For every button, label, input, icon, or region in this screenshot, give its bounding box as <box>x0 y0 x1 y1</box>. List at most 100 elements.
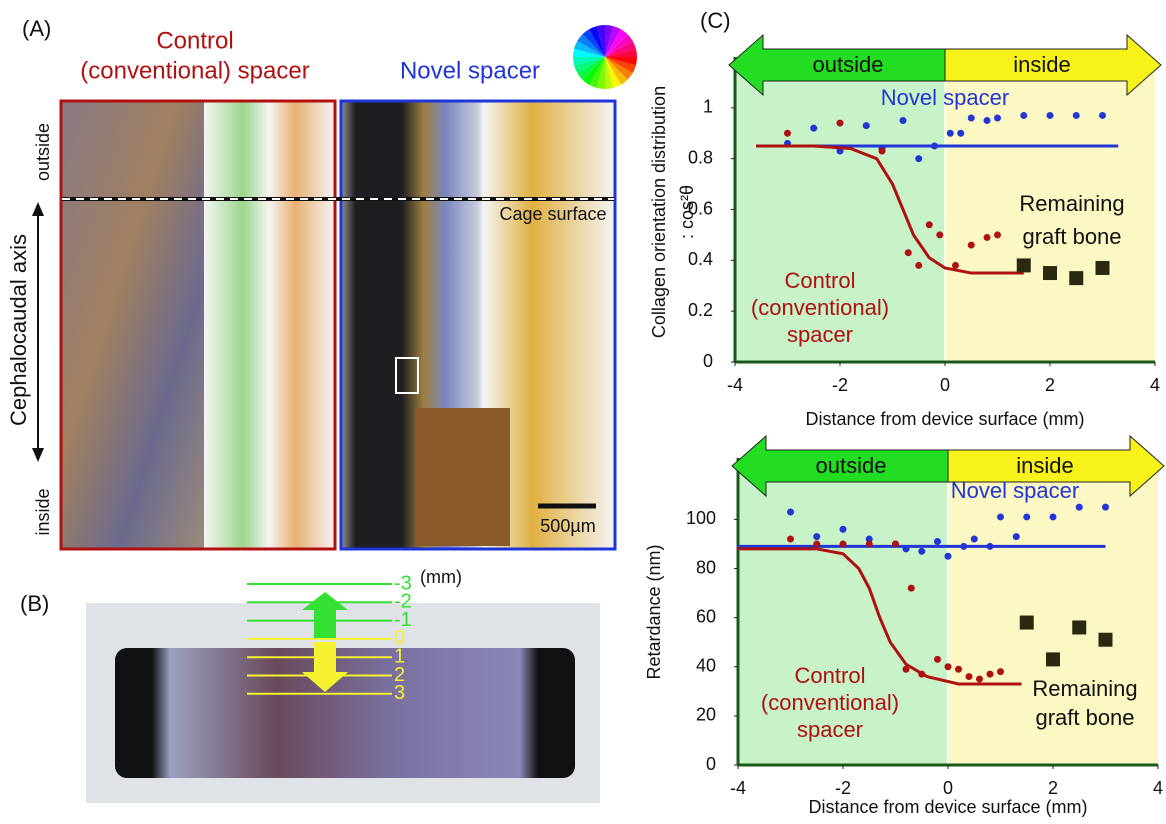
inset <box>415 408 510 546</box>
color-wheel <box>573 25 637 89</box>
point <box>810 124 818 132</box>
point <box>967 114 975 122</box>
point <box>925 221 933 229</box>
unit: (mm) <box>420 567 462 587</box>
point <box>787 535 794 543</box>
y-tick-label: 1 <box>703 97 713 117</box>
region-inside <box>948 458 1158 765</box>
x-tick-label: 0 <box>943 778 953 798</box>
point <box>813 540 821 548</box>
x-tick-label: 2 <box>1048 778 1058 798</box>
point <box>986 542 994 550</box>
point <box>1098 632 1113 647</box>
point <box>1069 271 1084 286</box>
point <box>878 147 886 155</box>
point <box>1020 111 1028 119</box>
arrow-head <box>32 448 44 462</box>
wheel-wedge <box>577 34 605 57</box>
point <box>970 535 978 543</box>
arrow <box>302 592 348 638</box>
fit-line <box>738 547 1022 686</box>
point <box>944 663 952 671</box>
point <box>983 117 991 125</box>
ruler-label: 0 <box>394 627 405 649</box>
point <box>839 525 847 533</box>
x-tick-label: 0 <box>940 375 950 395</box>
point <box>1099 111 1106 119</box>
series-label: Control <box>785 268 856 293</box>
point <box>904 249 912 257</box>
series-label: Novel spacer <box>881 85 1009 110</box>
series-label: Novel spacer <box>951 478 1079 503</box>
ruler-label: 3 <box>394 682 405 704</box>
y-tick-label: 60 <box>696 606 716 626</box>
wheel-wedge <box>574 41 605 57</box>
label: outside <box>33 123 53 181</box>
y-tick-label: 40 <box>696 656 716 676</box>
point <box>952 261 959 269</box>
y-axis-label: : cos²θ <box>677 185 697 239</box>
point <box>1019 615 1034 630</box>
panel-label: (C) <box>700 8 731 33</box>
title: Control <box>156 27 233 54</box>
point <box>997 513 1004 521</box>
wheel-wedge <box>605 57 636 73</box>
point <box>1102 503 1109 511</box>
point <box>1012 533 1020 541</box>
x-axis-label: Distance from device surface (mm) <box>805 409 1084 429</box>
point <box>960 542 968 550</box>
point <box>899 117 907 125</box>
series-label: spacer <box>787 322 853 347</box>
y-tick-label: 0.8 <box>688 147 713 167</box>
label: 500µm <box>540 516 595 536</box>
point <box>1095 260 1110 275</box>
arrow <box>302 642 348 692</box>
arrow-inside <box>947 434 1165 498</box>
x-axis-label: Distance from device surface (mm) <box>808 797 1087 817</box>
wheel-wedge <box>605 41 636 57</box>
region-label: outside <box>813 52 884 77</box>
series-label: Remaining <box>1032 676 1137 701</box>
wheel-wedge <box>582 57 605 85</box>
wheel-wedge <box>605 25 614 57</box>
point <box>936 231 944 239</box>
point <box>986 670 994 678</box>
point <box>1049 513 1057 521</box>
point <box>784 129 791 137</box>
point <box>1075 503 1083 511</box>
wheel-wedge <box>605 48 637 57</box>
y-tick-label: 0.2 <box>688 300 713 320</box>
photo <box>115 648 575 778</box>
region-outside <box>738 458 948 765</box>
x-tick-label: -4 <box>730 778 746 798</box>
point <box>967 241 975 249</box>
x-tick-label: 4 <box>1150 375 1160 395</box>
series-label: (conventional) <box>761 690 899 715</box>
wheel-wedge <box>589 26 605 57</box>
wheel-wedge <box>577 57 605 80</box>
fit-line <box>756 144 1024 275</box>
point <box>787 508 794 516</box>
wheel-wedge <box>605 29 628 57</box>
x-tick-label: -2 <box>835 778 851 798</box>
wheel-wedge <box>589 57 605 88</box>
wheel-wedge <box>605 57 628 85</box>
inset-box <box>395 357 419 394</box>
y-tick-label: 0 <box>706 754 716 774</box>
x-tick-label: -4 <box>727 375 743 395</box>
label: inside <box>33 488 53 535</box>
point <box>907 584 915 592</box>
wheel-wedge <box>596 25 605 57</box>
arrow-head <box>32 202 44 216</box>
y-tick-label: 80 <box>696 557 716 577</box>
point <box>865 540 873 548</box>
y-axis-label: Collagen orientation distribution <box>649 86 669 338</box>
point <box>957 129 965 137</box>
point <box>915 155 923 163</box>
y-tick-label: 100 <box>686 508 716 528</box>
y-tick-label: 0 <box>703 351 713 371</box>
region-inside <box>945 57 1155 362</box>
point <box>918 670 926 678</box>
